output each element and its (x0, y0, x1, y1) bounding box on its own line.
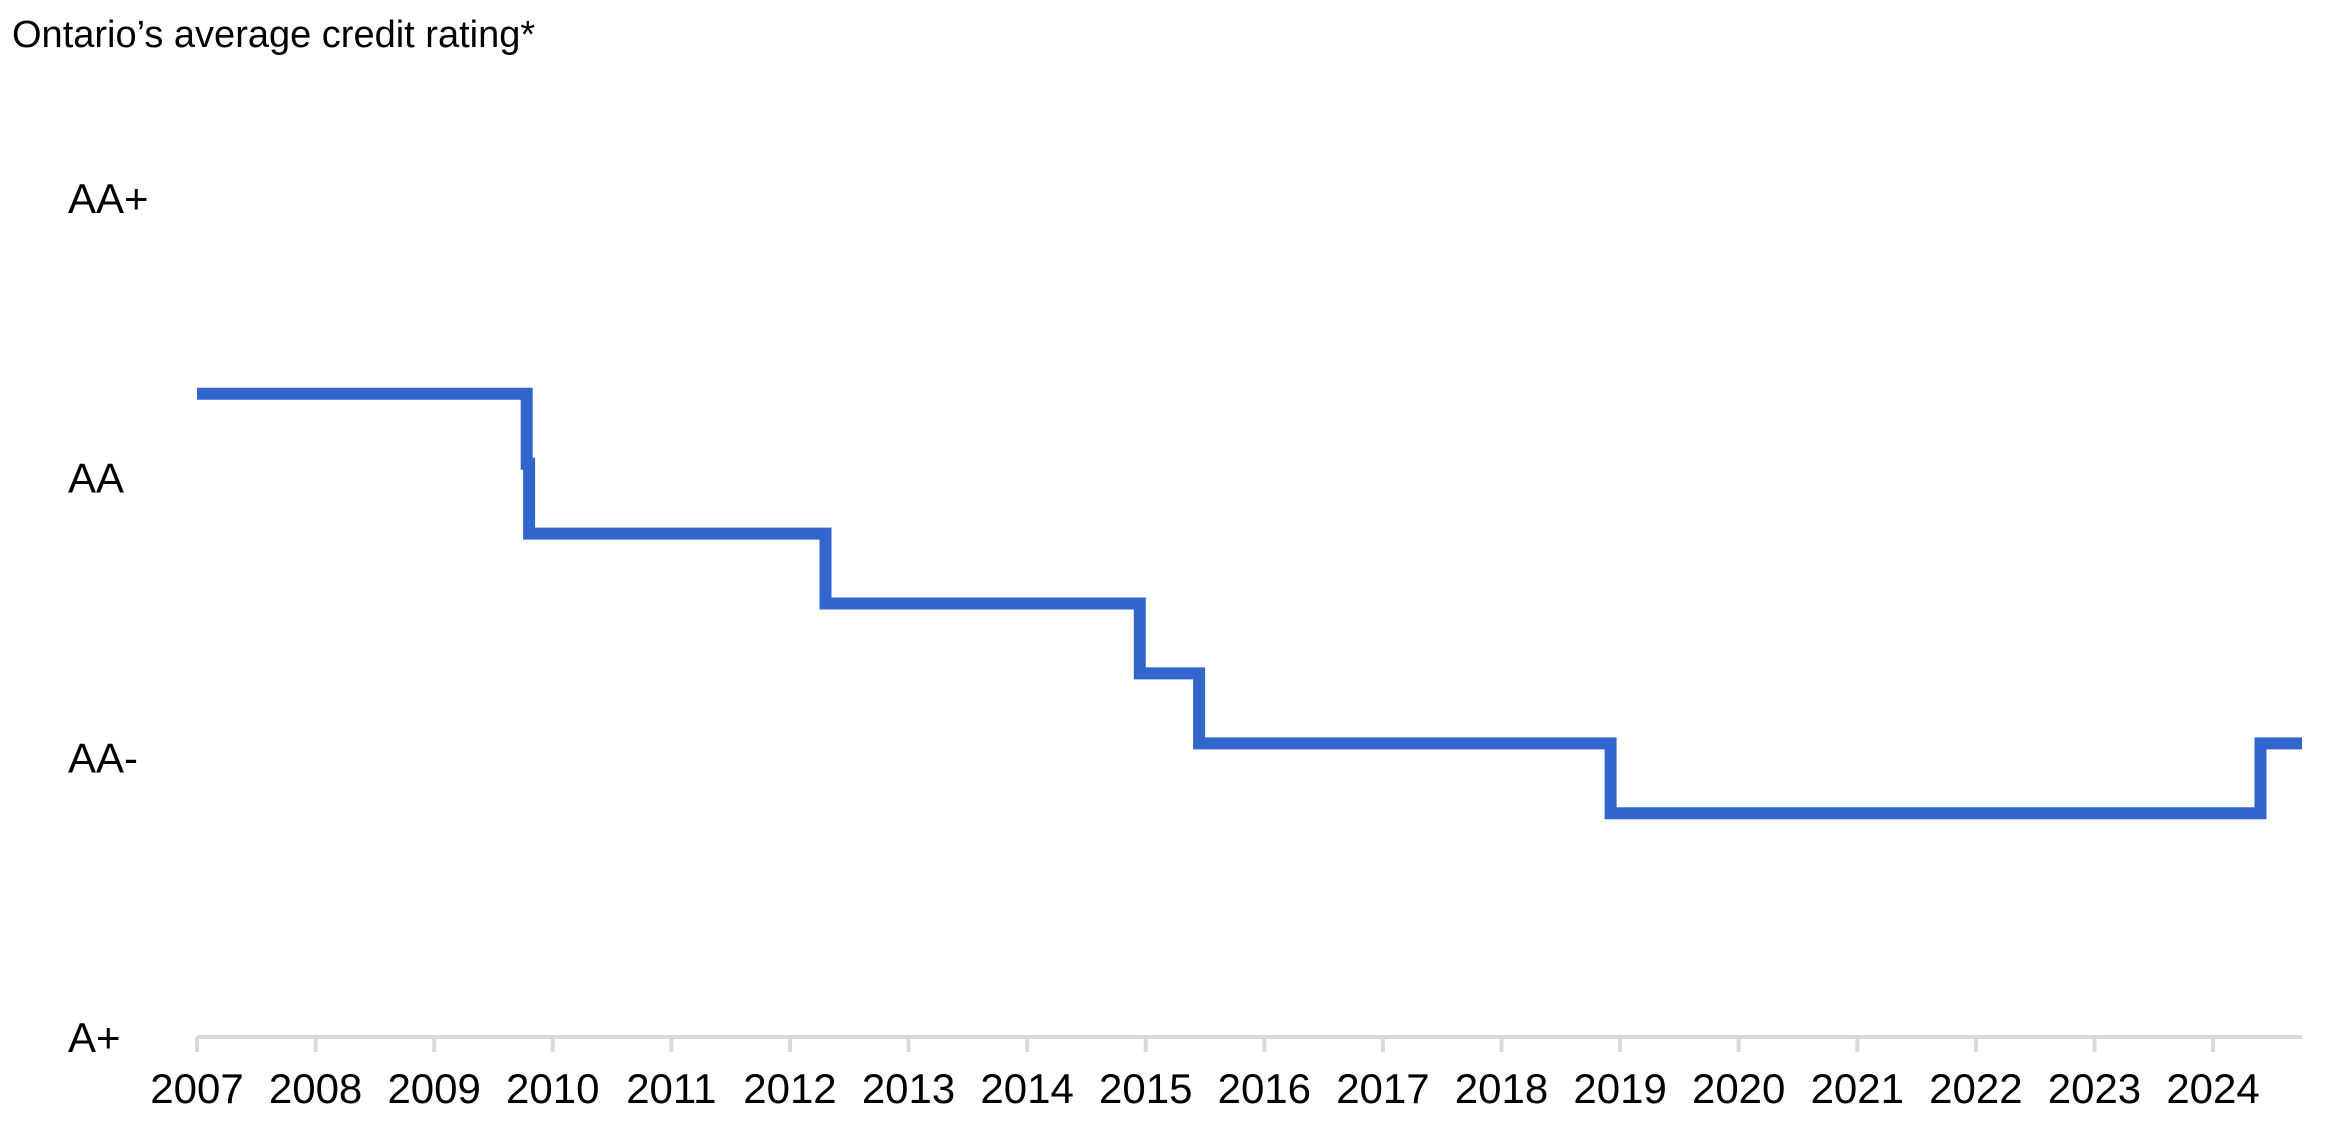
x-tick-label: 2007 (150, 1065, 243, 1112)
x-tick-label: 2023 (2048, 1065, 2141, 1112)
series-line-0 (197, 387, 2302, 820)
x-tick-label: 2013 (862, 1065, 955, 1112)
x-tick-label: 2009 (387, 1065, 480, 1112)
chart-title: Ontario’s average credit rating* (12, 14, 536, 56)
x-axis-ticks (195, 1037, 2216, 1052)
x-tick-label: 2018 (1455, 1065, 1548, 1112)
y-tick-label: AA- (68, 734, 138, 781)
x-tick-label: 2019 (1573, 1065, 1666, 1112)
x-tick-label: 2017 (1336, 1065, 1429, 1112)
x-tick-label: 2014 (980, 1065, 1073, 1112)
x-tick-label: 2010 (506, 1065, 599, 1112)
x-tick-label: 2022 (1929, 1065, 2022, 1112)
y-tick-label: AA+ (68, 175, 149, 222)
x-tick-label: 2011 (626, 1065, 716, 1112)
x-tick-label: 2012 (743, 1065, 836, 1112)
y-tick-label: AA (68, 455, 124, 502)
x-tick-label: 2016 (1218, 1065, 1311, 1112)
series-group (197, 387, 2302, 820)
x-tick-label: 2008 (269, 1065, 362, 1112)
x-tick-label: 2021 (1811, 1065, 1904, 1112)
x-axis-tick-labels: 2007 2008 2009 2010 2011 2012 2013 2014 2015 2016… (150, 1065, 2259, 1112)
x-tick-label: 2015 (1099, 1065, 1192, 1112)
x-tick-label: 2024 (2166, 1065, 2259, 1112)
y-tick-label: A+ (68, 1014, 121, 1061)
x-tick-label: 2020 (1692, 1065, 1785, 1112)
y-axis-tick-labels: A+ AA- AA AA+ (68, 175, 149, 1061)
